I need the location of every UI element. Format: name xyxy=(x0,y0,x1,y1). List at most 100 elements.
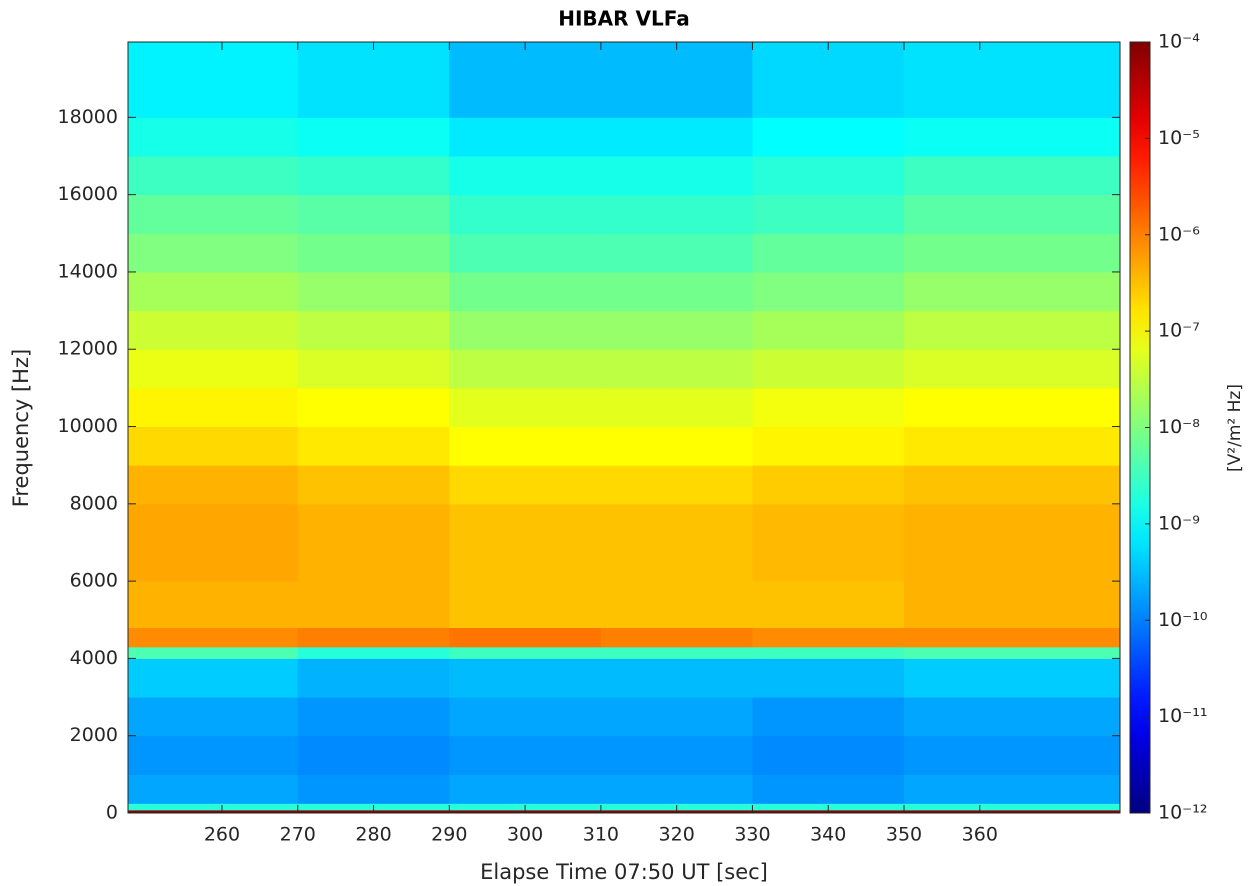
cell xyxy=(600,646,753,659)
cell xyxy=(128,803,299,811)
cell xyxy=(904,503,1121,543)
y-tick-label: 6000 xyxy=(70,570,118,592)
cell xyxy=(297,194,450,234)
y-tick-label: 10000 xyxy=(58,415,118,437)
y-tick-label: 4000 xyxy=(70,647,118,669)
cell xyxy=(128,465,299,505)
colorbar-tick-label: 10⁻¹⁰ xyxy=(1158,609,1207,631)
cell xyxy=(128,735,299,775)
cell xyxy=(297,426,450,466)
cell xyxy=(128,542,299,582)
cell xyxy=(904,42,1121,118)
y-tick-label: 16000 xyxy=(58,183,118,205)
cell xyxy=(904,426,1121,466)
colorbar-tick-label: 10⁻¹² xyxy=(1158,802,1207,824)
cell xyxy=(297,627,450,648)
cell xyxy=(600,271,753,312)
cell xyxy=(600,503,753,543)
cell xyxy=(752,658,905,698)
cell xyxy=(128,349,299,389)
cell xyxy=(752,387,905,428)
cell xyxy=(128,426,299,466)
y-tick-label: 2000 xyxy=(70,724,118,746)
cell xyxy=(128,503,299,543)
x-tick-label: 340 xyxy=(810,824,846,846)
cell xyxy=(600,349,753,389)
cell xyxy=(449,697,602,737)
cell xyxy=(128,117,299,157)
cell xyxy=(297,271,450,312)
cell xyxy=(600,627,753,648)
cell xyxy=(904,465,1121,505)
cell xyxy=(600,658,753,698)
cell xyxy=(449,627,602,648)
cell xyxy=(752,156,905,196)
cell xyxy=(600,117,753,157)
cell xyxy=(449,310,602,350)
cell xyxy=(128,233,299,273)
colorbar-tick-label: 10⁻⁹ xyxy=(1158,512,1200,534)
cell xyxy=(904,117,1121,157)
colorbar-tick-label: 10⁻⁶ xyxy=(1158,223,1200,245)
cell xyxy=(752,646,905,659)
y-tick-label: 18000 xyxy=(58,106,118,128)
cell xyxy=(752,503,905,543)
cell xyxy=(449,465,602,505)
cell xyxy=(297,542,450,582)
cell xyxy=(752,310,905,350)
cell xyxy=(752,426,905,466)
cell xyxy=(600,581,753,628)
cell xyxy=(600,156,753,196)
cell xyxy=(449,349,602,389)
cell xyxy=(128,387,299,428)
x-tick-label: 270 xyxy=(280,824,316,846)
x-tick-label: 310 xyxy=(583,824,619,846)
cell xyxy=(752,627,905,648)
cell xyxy=(752,349,905,389)
x-tick-label: 360 xyxy=(962,824,998,846)
cell xyxy=(297,697,450,737)
x-tick-label: 320 xyxy=(659,824,695,846)
cell xyxy=(600,233,753,273)
cell xyxy=(128,697,299,737)
cell xyxy=(297,310,450,350)
cell xyxy=(297,465,450,505)
cell xyxy=(297,581,450,628)
cell xyxy=(904,271,1121,312)
cell xyxy=(752,581,905,628)
cell xyxy=(600,194,753,234)
colorbar-tick-label: 10⁻⁴ xyxy=(1158,31,1200,53)
spectrogram-cells xyxy=(128,42,1121,814)
cell xyxy=(297,117,450,157)
chart-title: HIBAR VLFa xyxy=(558,7,689,31)
cell xyxy=(128,581,299,628)
cell xyxy=(297,503,450,543)
colorbar-tick-label: 10⁻⁵ xyxy=(1158,127,1200,149)
cell xyxy=(752,42,905,118)
cell xyxy=(449,156,602,196)
cell xyxy=(904,658,1121,698)
cell xyxy=(600,42,753,118)
cell xyxy=(449,194,602,234)
cell xyxy=(904,542,1121,582)
x-tick-label: 280 xyxy=(355,824,391,846)
cell xyxy=(297,233,450,273)
x-tick-label: 330 xyxy=(734,824,770,846)
cell xyxy=(904,774,1121,804)
cell xyxy=(600,735,753,775)
cell xyxy=(449,658,602,698)
cell xyxy=(449,387,602,428)
cell xyxy=(449,42,602,118)
colorbar-tick-label: 10⁻¹¹ xyxy=(1158,705,1207,727)
cell xyxy=(600,697,753,737)
cell xyxy=(752,194,905,234)
cell xyxy=(449,426,602,466)
cell xyxy=(449,271,602,312)
cell xyxy=(752,542,905,582)
cell xyxy=(449,646,602,659)
cell xyxy=(600,465,753,505)
cell xyxy=(128,627,299,648)
cell xyxy=(297,658,450,698)
cell xyxy=(128,774,299,804)
